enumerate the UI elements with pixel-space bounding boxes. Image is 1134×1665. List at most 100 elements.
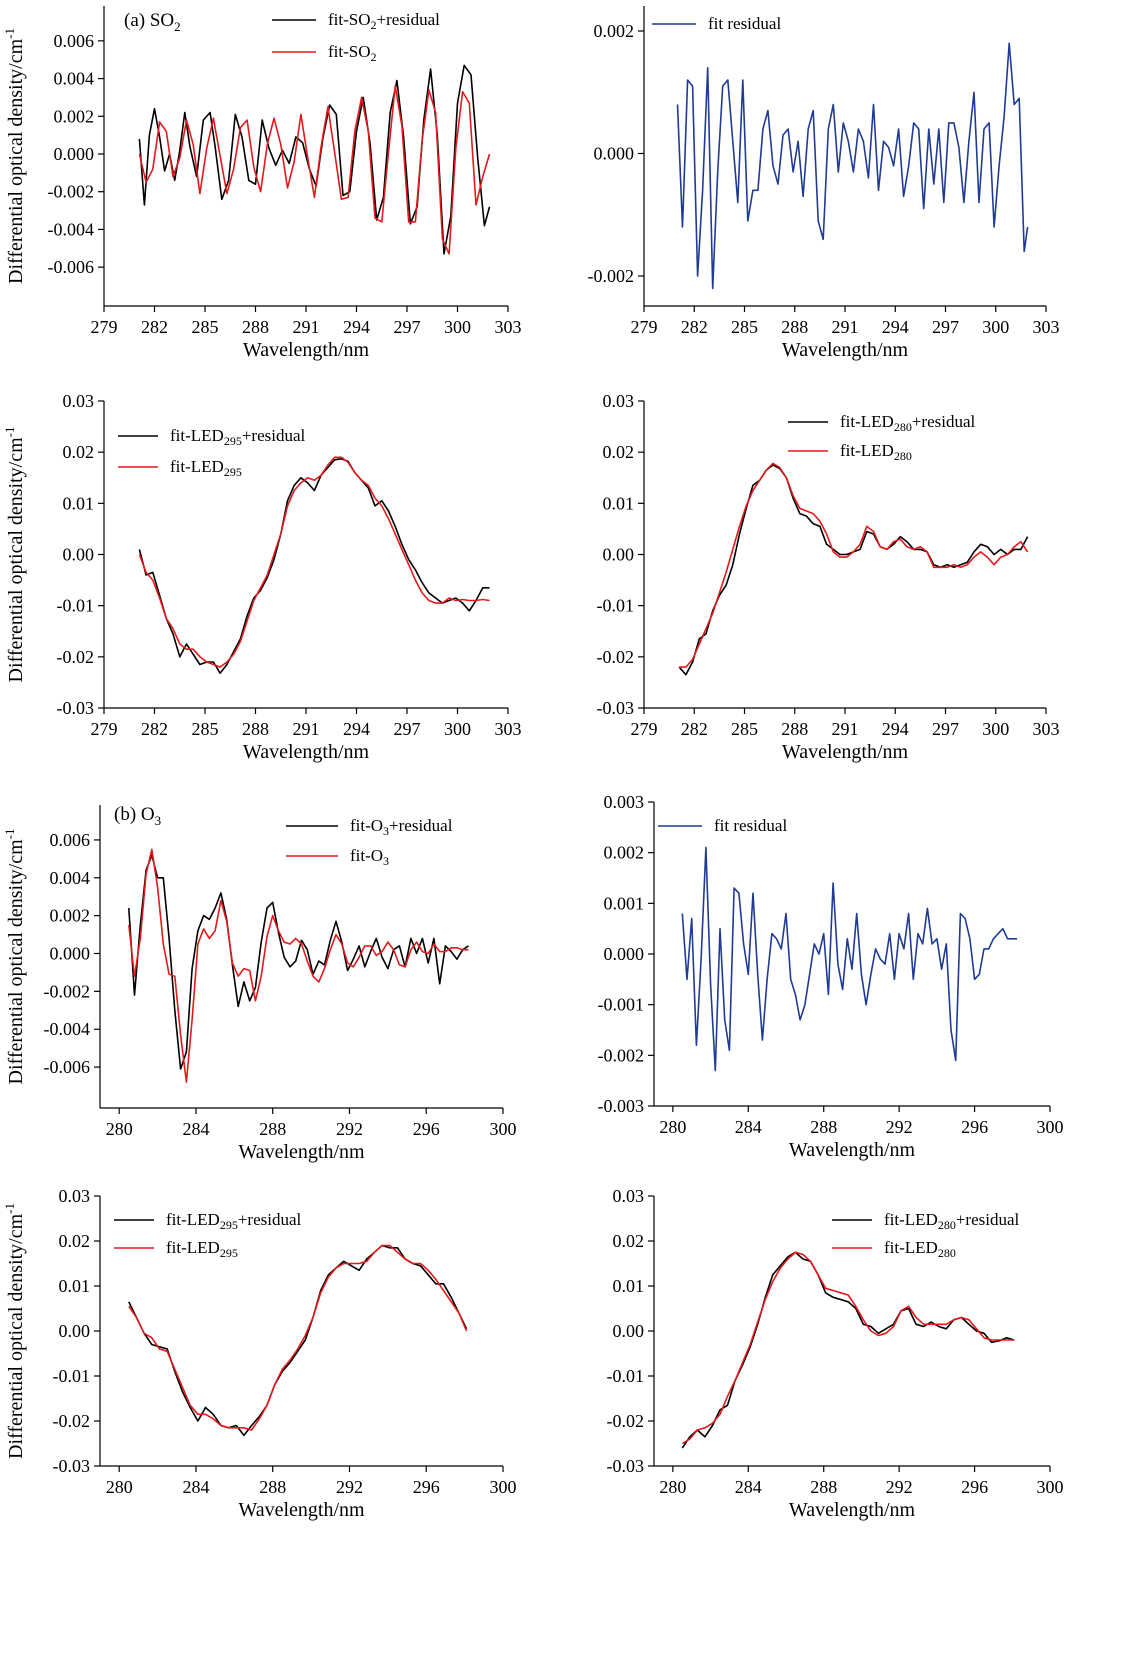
y-tick-label: 0.01 [63,493,95,513]
y-tick-label: 0.03 [603,391,635,411]
y-tick-label: 0.03 [63,391,95,411]
x-tick-label: 282 [681,719,708,739]
panel-tag-o3: (b) O3 [114,804,161,828]
y-tick-label: -0.001 [598,995,645,1015]
x-tick-label: 294 [882,317,909,337]
series-line-secondary [128,1244,468,1431]
y-tick-label: 0.02 [59,1231,91,1251]
y-tick-label: 0.002 [54,106,95,126]
y-tick-label: 0.000 [604,944,645,964]
series-line-secondary [679,462,1029,668]
y-tick-label: 0.004 [50,868,91,888]
y-tick-label: -0.002 [48,182,95,202]
x-tick-label: 291 [832,317,859,337]
y-tick-label: 0.03 [613,1186,645,1206]
series-line-primary [128,1244,468,1437]
x-tick-label: 300 [444,317,471,337]
y-tick-label: 0.003 [604,792,645,812]
legend: fit-LED280+residual fit-LED280 [788,412,976,463]
x-tick-label: 297 [394,317,421,337]
y-tick-label: -0.01 [53,1366,91,1386]
legend-label: fit residual [714,816,787,835]
x-axis-title: Wavelength/nm [789,1499,916,1521]
x-tick-label: 294 [343,719,370,739]
x-tick-label: 279 [631,719,658,739]
y-tick-label: 0.001 [604,893,645,913]
x-tick-label: 284 [735,1117,762,1137]
x-tick-label: 282 [141,317,168,337]
y-tick-label: -0.03 [53,1456,91,1476]
x-tick-label: 292 [886,1117,913,1137]
x-tick-label: 300 [982,317,1009,337]
y-tick-label: 0.006 [50,830,91,850]
y-tick-label: -0.006 [44,1057,91,1077]
x-tick-label: 303 [1033,317,1060,337]
x-tick-label: 288 [242,317,269,337]
series-line-primary [138,458,490,674]
x-axis-title: Wavelength/nm [782,339,909,361]
x-axis-title: Wavelength/nm [782,741,909,763]
y-tick-label: 0.00 [603,545,635,565]
x-tick-label: 291 [293,317,320,337]
y-tick-label: -0.01 [57,596,95,616]
y-tick-label: -0.02 [607,1411,645,1431]
x-tick-label: 294 [343,317,370,337]
x-axis-title: Wavelength/nm [238,1141,365,1163]
x-tick-label: 280 [106,1477,133,1497]
y-tick-label: -0.03 [57,698,95,718]
series-line-secondary [128,848,469,1083]
chart-a4: 279 282 285 288 291 294 297 300 303 -0.03 -0.02 -0.… [597,391,1060,763]
x-tick-label: 284 [182,1477,209,1497]
y-tick-label: 0.01 [59,1276,91,1296]
x-axis-title: Wavelength/nm [789,1139,916,1161]
x-tick-label: 297 [394,719,421,739]
x-tick-label: 282 [141,719,168,739]
y-tick-label: 0.01 [603,493,635,513]
legend-label: fit-LED295 [166,1238,238,1260]
y-tick-label: -0.02 [597,647,635,667]
y-tick-label: -0.004 [48,219,95,239]
legend-label: fit-SO2+residual [328,10,440,32]
y-tick-label: 0.002 [50,906,91,926]
x-tick-label: 303 [1033,719,1060,739]
y-tick-label: 0.000 [50,944,91,964]
legend-label: fit-LED280+residual [840,412,976,434]
legend-label: fit-LED295 [170,457,242,479]
x-tick-label: 297 [932,317,959,337]
y-tick-label: 0.002 [604,843,645,863]
x-tick-label: 288 [259,1119,286,1139]
chart-b4: 280 284 288 292 296 300 -0.03 -0.02 -0.01 0.00 0.0… [607,1186,1064,1521]
y-tick-label: 0.02 [613,1231,645,1251]
x-tick-label: 288 [810,1117,837,1137]
x-tick-label: 282 [681,317,708,337]
series-line-primary [676,42,1029,290]
y-tick-label: 0.00 [59,1321,91,1341]
x-axis-title: Wavelength/nm [243,741,370,763]
x-tick-label: 300 [490,1119,517,1139]
legend: fit residual [652,14,781,33]
series-line-primary [681,1251,1015,1449]
x-tick-label: 294 [882,719,909,739]
x-tick-label: 292 [336,1119,363,1139]
x-tick-label: 285 [192,317,219,337]
chart-b2: 280 284 288 292 296 300 -0.003 -0.002 -0.001 0.00… [598,792,1064,1161]
y-tick-label: -0.006 [48,257,95,277]
legend: fit-O3+residual fit-O3 [286,816,453,868]
y-tick-label: -0.002 [588,266,635,286]
series-line-primary [681,846,1017,1072]
y-tick-label: -0.01 [597,596,635,616]
x-tick-label: 300 [490,1477,517,1497]
x-tick-label: 296 [961,1477,988,1497]
y-tick-label: -0.002 [598,1045,645,1065]
y-tick-label: 0.004 [54,69,95,89]
x-tick-label: 300 [1037,1477,1064,1497]
x-tick-label: 296 [413,1477,440,1497]
series-line-secondary [138,456,490,668]
legend-label: fit-LED280 [884,1238,956,1260]
x-axis-title: Wavelength/nm [243,339,370,361]
x-tick-label: 279 [91,719,118,739]
x-tick-label: 303 [495,719,522,739]
x-tick-label: 291 [293,719,320,739]
x-tick-label: 292 [336,1477,363,1497]
